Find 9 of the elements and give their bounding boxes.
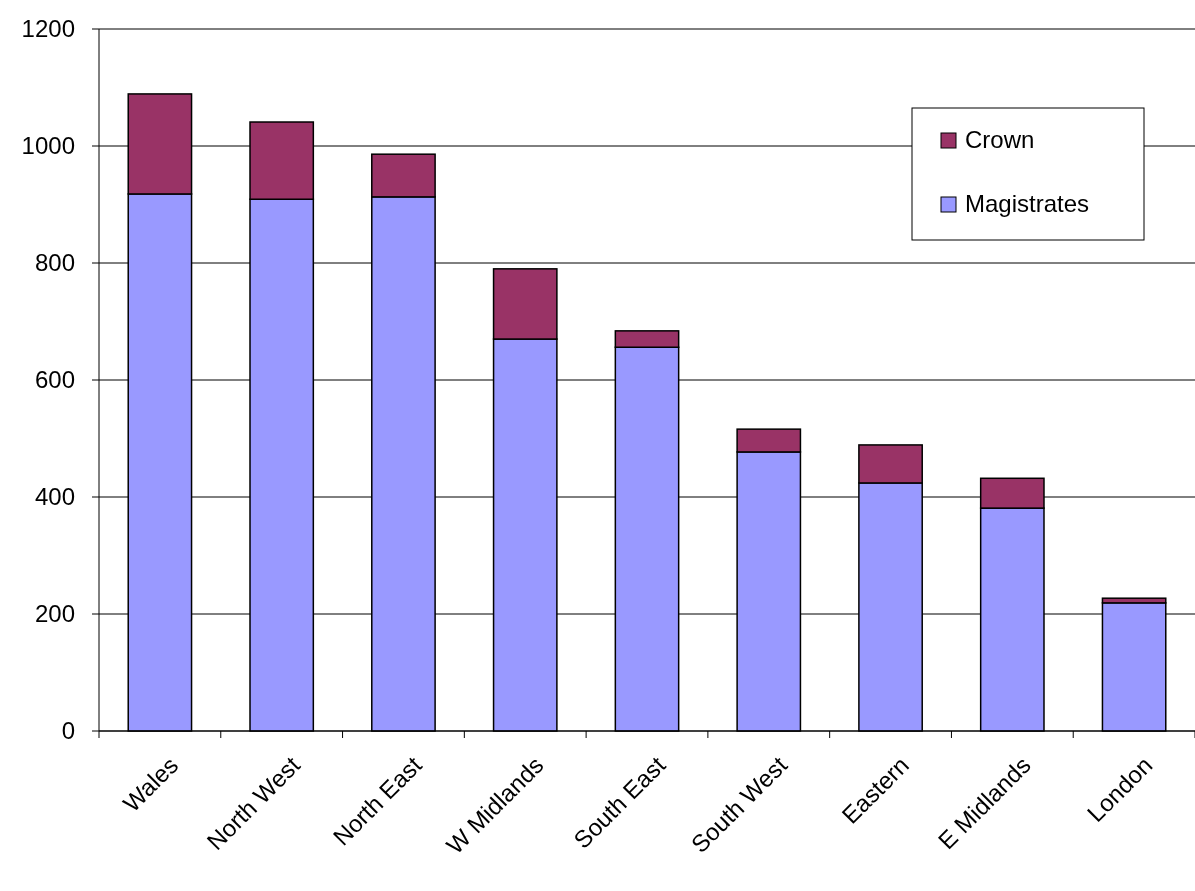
legend-label: Magistrates bbox=[965, 190, 1090, 217]
y-tick-label: 0 bbox=[61, 717, 75, 745]
y-tick-label: 800 bbox=[34, 249, 75, 277]
y-tick-label: 400 bbox=[34, 483, 75, 511]
y-tick-label: 1200 bbox=[21, 15, 75, 43]
y-tick-label: 600 bbox=[34, 366, 75, 394]
y-tick-label: 200 bbox=[34, 600, 75, 628]
y-tick-label: 1000 bbox=[21, 132, 75, 160]
legend-label: Crown bbox=[965, 126, 1035, 153]
